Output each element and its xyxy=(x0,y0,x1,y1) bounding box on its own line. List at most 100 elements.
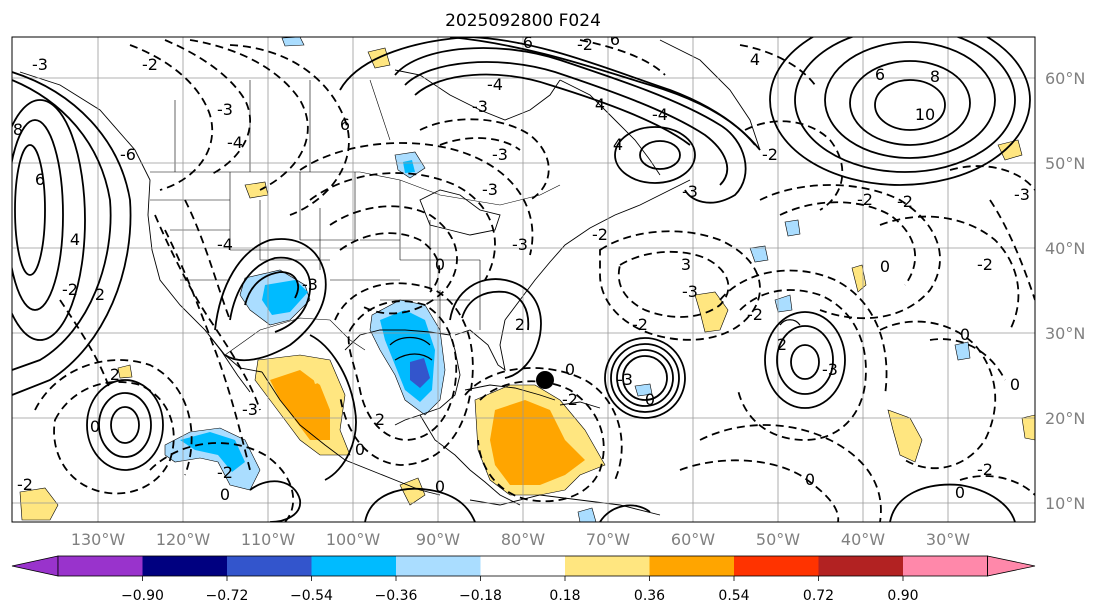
colorbar-ticks xyxy=(142,576,904,581)
contour-neg-hudson-2 xyxy=(439,137,521,151)
contour-neg-atlantic-2 xyxy=(617,250,730,318)
contour-jet-north-1 xyxy=(394,47,747,204)
contour-neg-atlantic-6 xyxy=(949,165,1035,191)
contour-neg-central-2 xyxy=(339,232,441,293)
anomaly-positive-pac xyxy=(117,364,133,379)
contour-ridge-southwest-2 xyxy=(229,256,312,333)
contour-neg-central-1 xyxy=(329,205,458,315)
contour-label: -2 xyxy=(632,315,648,334)
contour-minor-gulf-1 xyxy=(389,336,431,346)
longitude-label: 80°W xyxy=(501,530,545,549)
colorbar-tick-labels: −0.90 −0.72 −0.54 −0.36 −0.18 0.18 0.36 … xyxy=(121,588,919,604)
colorbar-segment xyxy=(227,556,312,576)
contour-ridge-southwest-3 xyxy=(244,271,299,306)
contour-label: -3 xyxy=(822,360,838,379)
contour-ridge-southwest-1 xyxy=(214,238,327,362)
contour-neg-atlantic-5 xyxy=(879,215,1020,331)
colorbar-low-extend xyxy=(11,555,59,577)
colorbar-segment xyxy=(734,556,819,576)
longitude-label: 100°W xyxy=(326,530,381,549)
contour-neg-subtropical xyxy=(737,289,867,441)
colorbar-segment xyxy=(818,556,903,576)
colorbar-tick-label: −0.90 xyxy=(121,588,164,604)
coastline-hispaniola xyxy=(559,401,601,409)
contour-minor-gulf-2 xyxy=(394,353,433,361)
contour-label: 0 xyxy=(435,477,445,496)
contour-label: 0 xyxy=(220,485,230,504)
contour-ridge-east-2 xyxy=(461,290,530,331)
contour-neg-north-3 xyxy=(189,39,309,191)
contour-pacific-low-1 xyxy=(86,379,164,471)
coastline-great-lakes xyxy=(419,189,501,236)
contour-label: -2 xyxy=(747,305,763,324)
contour-label: 3 xyxy=(681,255,691,274)
contour-label: 2 xyxy=(95,285,105,304)
contour-neg-pacific-4 xyxy=(59,299,111,391)
state-lines xyxy=(150,172,481,330)
contour-label: 0 xyxy=(565,360,575,379)
contour-label: 6 xyxy=(875,65,885,84)
colorbar-segment xyxy=(565,556,650,576)
colorbar-tick-label: 0.18 xyxy=(549,588,580,604)
longitude-label: 130°W xyxy=(71,530,126,549)
anomaly-positive-southwest xyxy=(19,487,59,521)
anomaly-negative-atl-3 xyxy=(954,341,971,361)
colorbar-segment xyxy=(311,556,396,576)
contour-label: -3 xyxy=(32,55,48,74)
longitude-label: 60°W xyxy=(671,530,715,549)
contour-neg-south-1 xyxy=(699,424,882,522)
coastline-florida xyxy=(454,319,506,372)
colorbar-tick-label: −0.72 xyxy=(206,588,249,604)
contour-label: 0 xyxy=(355,440,365,459)
colorbar-segment xyxy=(142,556,227,576)
contour-pacific-low-2 xyxy=(98,392,152,458)
longitude-label: 90°W xyxy=(416,530,460,549)
latitude-label: 20°N xyxy=(1045,409,1085,428)
contour-label: -2 xyxy=(592,225,608,244)
anomaly-fills xyxy=(19,37,1035,522)
anomaly-positive-atlantic-1 xyxy=(694,291,729,333)
colorbar-tick-label: −0.18 xyxy=(459,588,502,604)
contour-label: -2 xyxy=(62,280,78,299)
contour-label: -3 xyxy=(482,180,498,199)
contour-label: 2 xyxy=(375,410,385,429)
contour-neg-trough-2 xyxy=(164,229,251,471)
contour-high-labrador xyxy=(614,126,696,184)
contour-label: 8 xyxy=(930,67,940,86)
coastline-labrador xyxy=(559,79,661,176)
latitude-label: 40°N xyxy=(1045,239,1085,258)
contour-label: -2 xyxy=(217,463,233,482)
contour-label: -2 xyxy=(762,145,778,164)
anomaly-negative-atl-2 xyxy=(774,294,793,313)
contour-label: 0 xyxy=(90,417,100,436)
contour-label: -2 xyxy=(977,255,993,274)
border-us-canada xyxy=(150,171,561,206)
coastline-greenland xyxy=(659,39,761,151)
contour-neg-ne-2 xyxy=(579,39,666,76)
contour-label: -4 xyxy=(652,105,668,124)
latitude-label: 30°N xyxy=(1045,324,1085,343)
colorbar-segment xyxy=(649,556,734,576)
contour-neg-south-2 xyxy=(679,459,840,522)
coastline-cuba xyxy=(464,384,556,401)
contour-high-northatlantic-10 xyxy=(874,79,946,131)
latitude-axis: 60°N 50°N 40°N 30°N 20°N 10°N xyxy=(1045,69,1085,513)
contour-high-northatlantic-4 xyxy=(794,37,1016,173)
contour-label: -3 xyxy=(512,235,528,254)
contour-neg-hudson-1 xyxy=(419,118,550,201)
colorbar-tick-label: −0.54 xyxy=(290,588,333,604)
latitude-label: 50°N xyxy=(1045,154,1085,173)
coastline-south-america xyxy=(469,494,661,516)
contour-label: -2 xyxy=(142,55,158,74)
contour-label: 0 xyxy=(1010,375,1020,394)
contour-neg-atlantic-1 xyxy=(599,230,761,341)
contour-west-pacific-outer-2 xyxy=(12,71,132,396)
contour-label: -3 xyxy=(1014,185,1030,204)
contour-label: 4 xyxy=(613,135,623,154)
contour-label: 6 xyxy=(340,115,350,134)
coastline-baja xyxy=(204,329,251,393)
anomaly-negative-pacific-core xyxy=(180,432,245,472)
longitude-axis: 130°W 120°W 110°W 100°W 90°W 80°W 70°W 6… xyxy=(71,530,970,549)
contour-neg-trough-1 xyxy=(154,214,261,411)
longitude-label: 50°W xyxy=(756,530,800,549)
